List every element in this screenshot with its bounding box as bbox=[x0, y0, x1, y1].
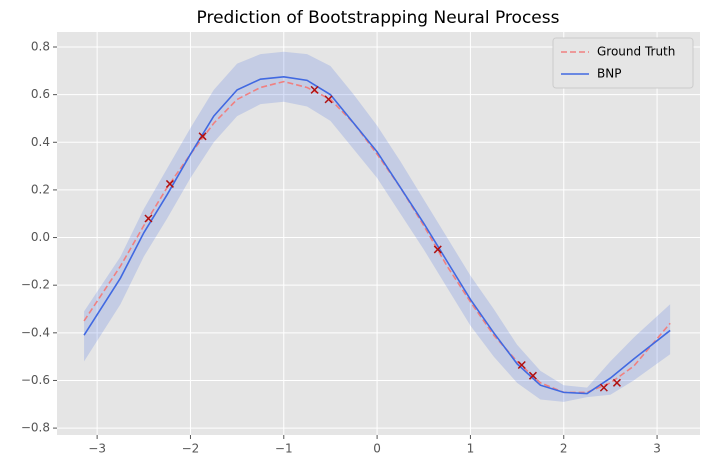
context-point bbox=[144, 214, 153, 223]
legend-label: BNP bbox=[597, 67, 621, 81]
x-tick-label: 2 bbox=[560, 442, 568, 456]
context-point bbox=[612, 378, 621, 387]
y-tick-label: 0.8 bbox=[31, 40, 50, 54]
context-point bbox=[198, 132, 207, 141]
x-tick-label: −2 bbox=[182, 442, 200, 456]
chart-title: Prediction of Bootstrapping Neural Proce… bbox=[197, 8, 560, 28]
confidence-band bbox=[84, 51, 671, 402]
x-tick-label: −3 bbox=[88, 442, 106, 456]
plot-area bbox=[57, 32, 700, 435]
marks bbox=[83, 51, 671, 402]
y-tick-label: −0.8 bbox=[21, 421, 50, 435]
grid bbox=[57, 32, 700, 435]
context-point bbox=[310, 85, 319, 94]
context-point bbox=[324, 95, 333, 104]
y-tick-label: 0.6 bbox=[31, 87, 50, 101]
context-point bbox=[599, 383, 608, 392]
y-tick-label: 0.0 bbox=[31, 230, 50, 244]
y-tick-label: 0.4 bbox=[31, 135, 50, 149]
x-tick-label: 0 bbox=[373, 442, 381, 456]
legend bbox=[552, 37, 694, 89]
context-point bbox=[517, 360, 526, 370]
line bbox=[83, 75, 671, 395]
legend-label: Ground Truth bbox=[597, 45, 675, 59]
y-tick-label: −0.6 bbox=[21, 373, 50, 387]
y-tick-label: −0.2 bbox=[21, 278, 50, 292]
context-point bbox=[433, 245, 442, 254]
context-point bbox=[528, 371, 537, 380]
x-tick-label: 3 bbox=[653, 442, 661, 456]
context-point bbox=[165, 179, 174, 188]
y-tick-label: 0.2 bbox=[31, 182, 50, 196]
x-tick-label: 1 bbox=[467, 442, 475, 456]
x-tick-label: −1 bbox=[275, 442, 293, 456]
y-tick-label: −0.4 bbox=[21, 325, 50, 339]
